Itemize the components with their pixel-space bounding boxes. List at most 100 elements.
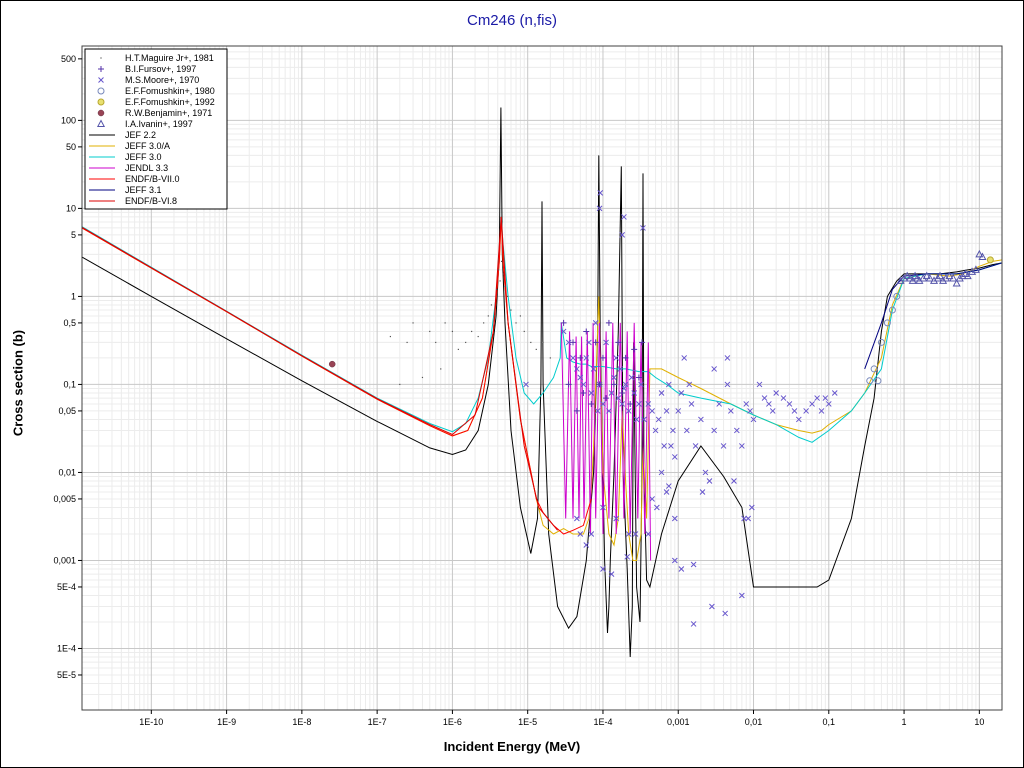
data-point (671, 454, 678, 460)
data-point (622, 381, 629, 388)
data-point (958, 271, 967, 280)
data-point (487, 315, 489, 317)
data-point (440, 368, 442, 370)
data-point (649, 496, 655, 502)
data-point (870, 365, 878, 373)
data-point (888, 306, 896, 314)
data-point (599, 354, 606, 361)
data-point (638, 339, 645, 346)
chart-title: Cm246 (n,fis) (466, 12, 558, 29)
data-point (716, 401, 723, 407)
data-point (831, 390, 838, 396)
data-point (665, 381, 672, 388)
data-point (627, 400, 634, 407)
data-point (625, 408, 632, 414)
data-point (678, 566, 685, 572)
y-tick-label: 5E-4 (57, 582, 76, 592)
data-point (883, 319, 891, 327)
y-tick-label: 0,001 (53, 555, 76, 565)
data-point (499, 280, 501, 282)
data-point (574, 515, 580, 522)
data-point (328, 360, 336, 368)
data-point (720, 443, 727, 449)
data-point (773, 390, 780, 396)
data-point (743, 401, 750, 407)
data-point (654, 504, 660, 511)
data-point (631, 390, 638, 396)
data-point (594, 408, 601, 414)
data-point (748, 504, 755, 511)
data-point (613, 515, 620, 522)
data-point (580, 389, 587, 396)
legend-label: M.S.Moore+, 1970 (125, 75, 199, 85)
legend-label: JEFF 3.0/A (125, 141, 170, 151)
data-point (925, 273, 934, 282)
x-axis-label: Incident Energy (MeV) (443, 739, 581, 754)
data-point (500, 260, 503, 262)
legend-label: E.F.Fomushkin+, 1980 (125, 86, 215, 96)
legend-label: I.A.Ivanin+, 1997 (125, 119, 193, 129)
data-point (739, 443, 745, 449)
y-tick-label: 0,05 (58, 406, 76, 416)
data-point (435, 341, 437, 344)
data-point (608, 390, 615, 396)
data-point (663, 489, 670, 495)
data-point (631, 346, 638, 353)
data-point (412, 322, 414, 324)
y-tick-label: 500 (61, 54, 76, 64)
data-point (766, 401, 772, 407)
data-point (577, 354, 584, 361)
data-point (769, 408, 776, 414)
y-tick-label: 0,5 (63, 318, 76, 328)
legend-label: JEFF 3.0 (125, 152, 162, 162)
data-point (675, 408, 682, 414)
data-point (874, 377, 882, 385)
x-tick-label: 1E-8 (292, 717, 311, 727)
y-tick-label: 10 (66, 203, 76, 213)
data-point (451, 330, 454, 333)
data-point (733, 427, 740, 434)
data-point (615, 339, 622, 346)
data-point (866, 377, 874, 385)
data-point (600, 504, 606, 511)
data-point (600, 401, 606, 407)
plot-background (82, 46, 1002, 710)
x-tick-label: 1E-7 (368, 717, 387, 727)
data-point (444, 322, 446, 324)
data-point (945, 271, 954, 280)
data-point (421, 376, 424, 379)
data-point (929, 276, 939, 284)
data-point (504, 285, 506, 287)
data-point (686, 381, 693, 388)
y-tick-label: 0,005 (53, 494, 76, 504)
data-point (583, 328, 590, 335)
data-point (583, 355, 590, 361)
data-point (663, 408, 670, 414)
data-point (583, 542, 590, 548)
data-point (586, 339, 592, 346)
data-point (100, 57, 102, 59)
data-point (690, 621, 697, 627)
data-point (724, 381, 731, 388)
data-point (535, 348, 537, 351)
data-point (731, 478, 737, 484)
data-point (580, 381, 587, 388)
data-point (510, 309, 512, 311)
data-point (706, 478, 713, 484)
data-point (791, 408, 798, 414)
data-point (747, 408, 753, 414)
data-point (632, 531, 639, 537)
data-point (635, 374, 642, 381)
data-point (668, 443, 674, 449)
data-point (98, 77, 104, 83)
data-point (624, 553, 631, 560)
data-point (645, 531, 652, 537)
x-tick-label: 10 (974, 717, 984, 727)
legend-label: B.I.Fursov+, 1997 (125, 64, 196, 74)
data-point (429, 330, 431, 333)
data-point (786, 401, 793, 407)
data-point (915, 276, 924, 284)
data-point (471, 330, 473, 333)
data-point (573, 407, 580, 414)
data-point (490, 304, 493, 306)
